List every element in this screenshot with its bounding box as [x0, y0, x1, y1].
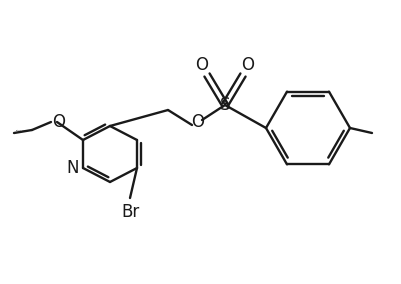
Text: S: S — [220, 96, 230, 114]
Text: Br: Br — [121, 203, 139, 221]
Text: O: O — [241, 56, 255, 74]
Text: O: O — [53, 113, 65, 131]
Text: methoxy_invisible: methoxy_invisible — [16, 129, 28, 131]
Text: N: N — [67, 159, 79, 177]
Text: O: O — [196, 56, 209, 74]
Text: O: O — [192, 113, 205, 131]
